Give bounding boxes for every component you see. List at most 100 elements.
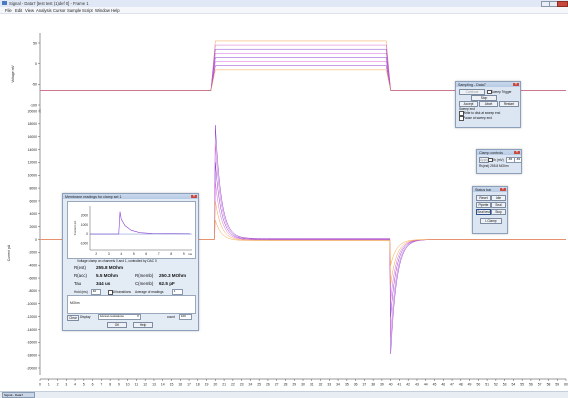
current-tick-label: 8000	[29, 186, 37, 190]
display-label: Display	[80, 315, 91, 319]
current-tick-label: 20000	[28, 109, 38, 113]
abort-button[interactable]: Abort	[479, 101, 498, 107]
current-traces	[40, 125, 567, 354]
display-select[interactable]: Access resistance ▾	[98, 314, 141, 320]
menu-view[interactable]: View	[25, 7, 35, 13]
time-tick-label: 40	[389, 383, 393, 387]
close-icon[interactable]	[500, 187, 506, 192]
sweep-trigger-checkbox[interactable]	[487, 89, 492, 95]
r-est-label: R(est)	[74, 265, 86, 270]
mini-current-plot: 2000 1000 0 -1000 2 3 4 5 6 7 8 9 Current pA ms	[73, 206, 192, 256]
iclamp-button[interactable]: I-Clamp	[480, 218, 502, 224]
current-tick-label: 10000	[28, 174, 38, 178]
menu-cursor[interactable]: Cursor	[53, 7, 66, 13]
current-tick-label: 6000	[29, 199, 37, 203]
mini-plot-frame: 2000 1000 0 -1000 2 3 4 5 6 7 8 9 Current pA ms	[67, 201, 196, 259]
mini-x-tick-label: 9	[183, 252, 185, 256]
seal-test-button[interactable]: Seal test	[476, 209, 491, 215]
hold-input[interactable]: 40	[91, 289, 101, 295]
r-memb-value: 250.3 MOhm	[159, 273, 187, 278]
voltage-tick-label: 0	[35, 62, 37, 66]
help-button[interactable]: Help	[133, 322, 153, 328]
time-tick-label: 18	[196, 383, 200, 387]
stop-seal-button[interactable]: Stop	[491, 209, 506, 215]
time-tick-label: 8	[109, 383, 111, 387]
mini-x-tick-label: 2	[95, 252, 97, 256]
menu-window[interactable]: Window	[95, 7, 110, 13]
time-tick-label: 35	[345, 383, 349, 387]
time-tick-label: 14	[161, 383, 165, 387]
taskbar-item[interactable]: Signal - Data7	[2, 392, 35, 398]
time-tick-label: 38	[371, 383, 375, 387]
time-axis: 0 1 2 3 4 5 6 7 8 9 10 11 12 13 14 15 16 17 18 19 20 21 22 23 24…	[39, 378, 568, 387]
mini-x-tick-label: 8	[170, 252, 172, 256]
current-tick-label: 0	[35, 238, 37, 242]
chevron-down-icon: ▾	[137, 314, 139, 318]
menu-analysis[interactable]: Analysis	[36, 7, 52, 13]
reset-button[interactable]: Reset	[476, 195, 491, 201]
time-tick-label: 23	[240, 383, 244, 387]
time-tick-label: 7	[100, 383, 102, 387]
time-tick-label: 6	[92, 383, 94, 387]
time-tick-label: 4	[74, 383, 76, 387]
stop-button[interactable]: Stop	[471, 95, 497, 101]
seal-dialog-header[interactable]: Status bar	[473, 187, 507, 192]
clamp-dialog-header[interactable]: Clamp controls	[477, 150, 521, 155]
current-tick-label: -12000	[26, 315, 37, 319]
time-tick-label: 17	[187, 383, 191, 387]
write-to-disk-checkbox[interactable]	[459, 111, 464, 116]
mini-y-tick-label: 1000	[81, 223, 88, 227]
clear-button[interactable]: Clear	[67, 315, 79, 321]
close-icon[interactable]	[513, 82, 519, 87]
idle-button[interactable]: Idle	[491, 195, 506, 201]
average-input[interactable]: 1	[172, 289, 183, 295]
resistance-history-plot: MOhm	[67, 295, 196, 314]
time-tick-label: 0	[39, 383, 41, 387]
window-title: Signal - Data7 [test test (1)def 0] - Fr…	[9, 1, 89, 6]
current-trace	[40, 220, 567, 266]
time-tick-label: 19	[205, 383, 209, 387]
time-tick-label: 59	[555, 383, 559, 387]
pause-at-sweep-end-label: Pause at sweep end	[463, 116, 492, 120]
mini-x-tick-label: 4	[120, 252, 122, 256]
unit-label: MOhm	[70, 301, 80, 305]
close-icon[interactable]	[191, 194, 197, 199]
menu-sample[interactable]: Sample	[67, 7, 82, 13]
sweep-trigger-label: Sweep Trigger	[491, 89, 512, 94]
voltage-tick-label: -50	[32, 83, 37, 87]
close-icon[interactable]	[514, 150, 520, 155]
pipette-button[interactable]: Pipette	[476, 202, 491, 208]
time-tick-label: 11	[135, 383, 139, 387]
time-tick-label: 44	[424, 383, 428, 387]
menu-help[interactable]: Help	[111, 7, 120, 13]
count-input[interactable]: 100	[179, 314, 192, 320]
clamp-enable-checkbox[interactable]	[488, 157, 493, 163]
accept-button[interactable]: Accept	[459, 101, 478, 107]
restart-button[interactable]: Restart	[499, 101, 519, 107]
continue-button[interactable]: Continue	[459, 89, 485, 95]
menu-bar: File Edit View Analysis Cursor Sample Sc…	[0, 7, 568, 14]
tau-value: 344 us	[96, 281, 111, 286]
ok-button[interactable]: OK	[107, 322, 127, 328]
menu-file[interactable]: File	[5, 7, 12, 13]
current-axis-label: Current pA	[7, 244, 11, 261]
menu-edit[interactable]: Edit	[15, 7, 23, 13]
voltage-axis-label: Voltage mV	[11, 65, 15, 83]
count-label: count	[167, 315, 175, 319]
display-select-value: Access resistance	[99, 314, 124, 318]
all-transitions-checkbox[interactable]	[108, 290, 113, 295]
clamp-holding-input-2[interactable]: -65	[514, 157, 522, 163]
membrane-dialog-header[interactable]: Membrane readings for clamp set 1	[63, 194, 198, 199]
c-memb-label: C(memb)	[135, 281, 154, 286]
sampling-dialog-header[interactable]: Sampling - Data7	[456, 82, 520, 87]
time-tick-label: 5	[83, 383, 85, 387]
time-tick-label: 20	[213, 383, 217, 387]
mini-y-tick-label: 0	[86, 232, 88, 236]
menu-script[interactable]: Script	[82, 7, 93, 13]
write-to-disk-label: Write to disk at sweep end	[463, 111, 501, 115]
seal-button[interactable]: Seal	[491, 202, 506, 208]
tau-label: Tau	[74, 281, 82, 286]
pause-at-sweep-end-checkbox[interactable]	[459, 116, 464, 121]
time-tick-label: 48	[459, 383, 463, 387]
